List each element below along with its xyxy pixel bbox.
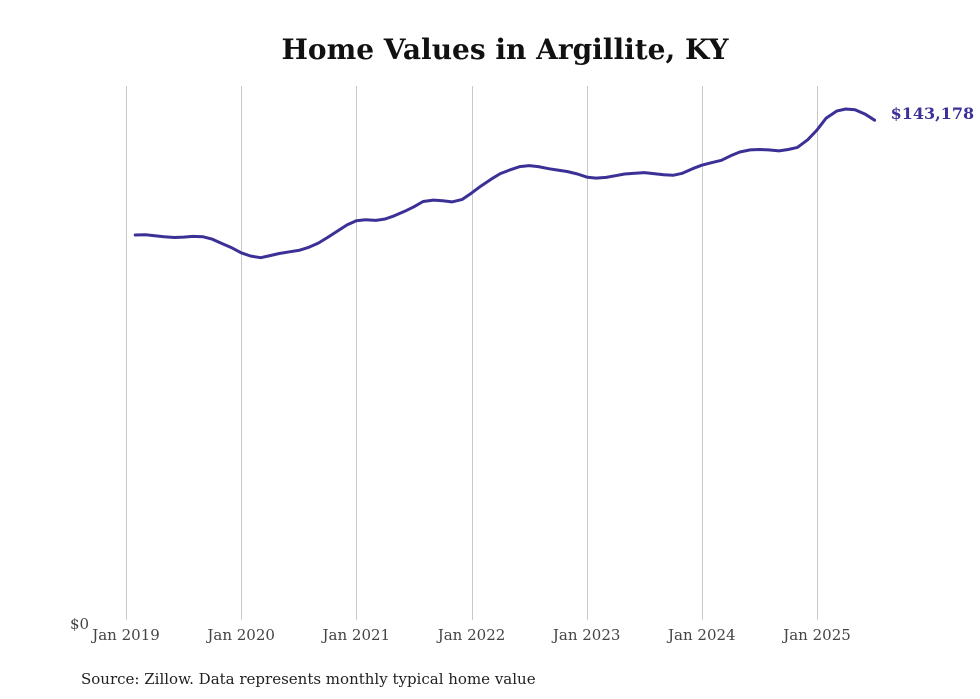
latest-value-label: $143,178 [891, 104, 975, 123]
gridlines [126, 86, 818, 620]
home-value-series-line [133, 107, 877, 260]
x-axis-tick-label: Jan 2022 [436, 626, 506, 644]
x-axis-tick-labels: Jan 2019 Jan 2020 Jan 2021 Jan 2022 Jan 2023… [90, 626, 851, 644]
source-note: Source: Zillow. Data represents monthly … [81, 670, 536, 688]
x-axis-tick-label: Jan 2023 [551, 626, 621, 644]
x-axis-tick-label: Jan 2019 [90, 626, 160, 644]
x-axis-tick-label: Jan 2021 [321, 626, 391, 644]
x-axis-tick-label: Jan 2025 [781, 626, 851, 644]
x-axis-tick-label: Jan 2020 [205, 626, 275, 644]
x-axis-tick-label: Jan 2024 [666, 626, 736, 644]
y-axis-tick-label-zero: $0 [70, 615, 89, 633]
chart-title: Home Values in Argillite, KY [281, 33, 729, 66]
